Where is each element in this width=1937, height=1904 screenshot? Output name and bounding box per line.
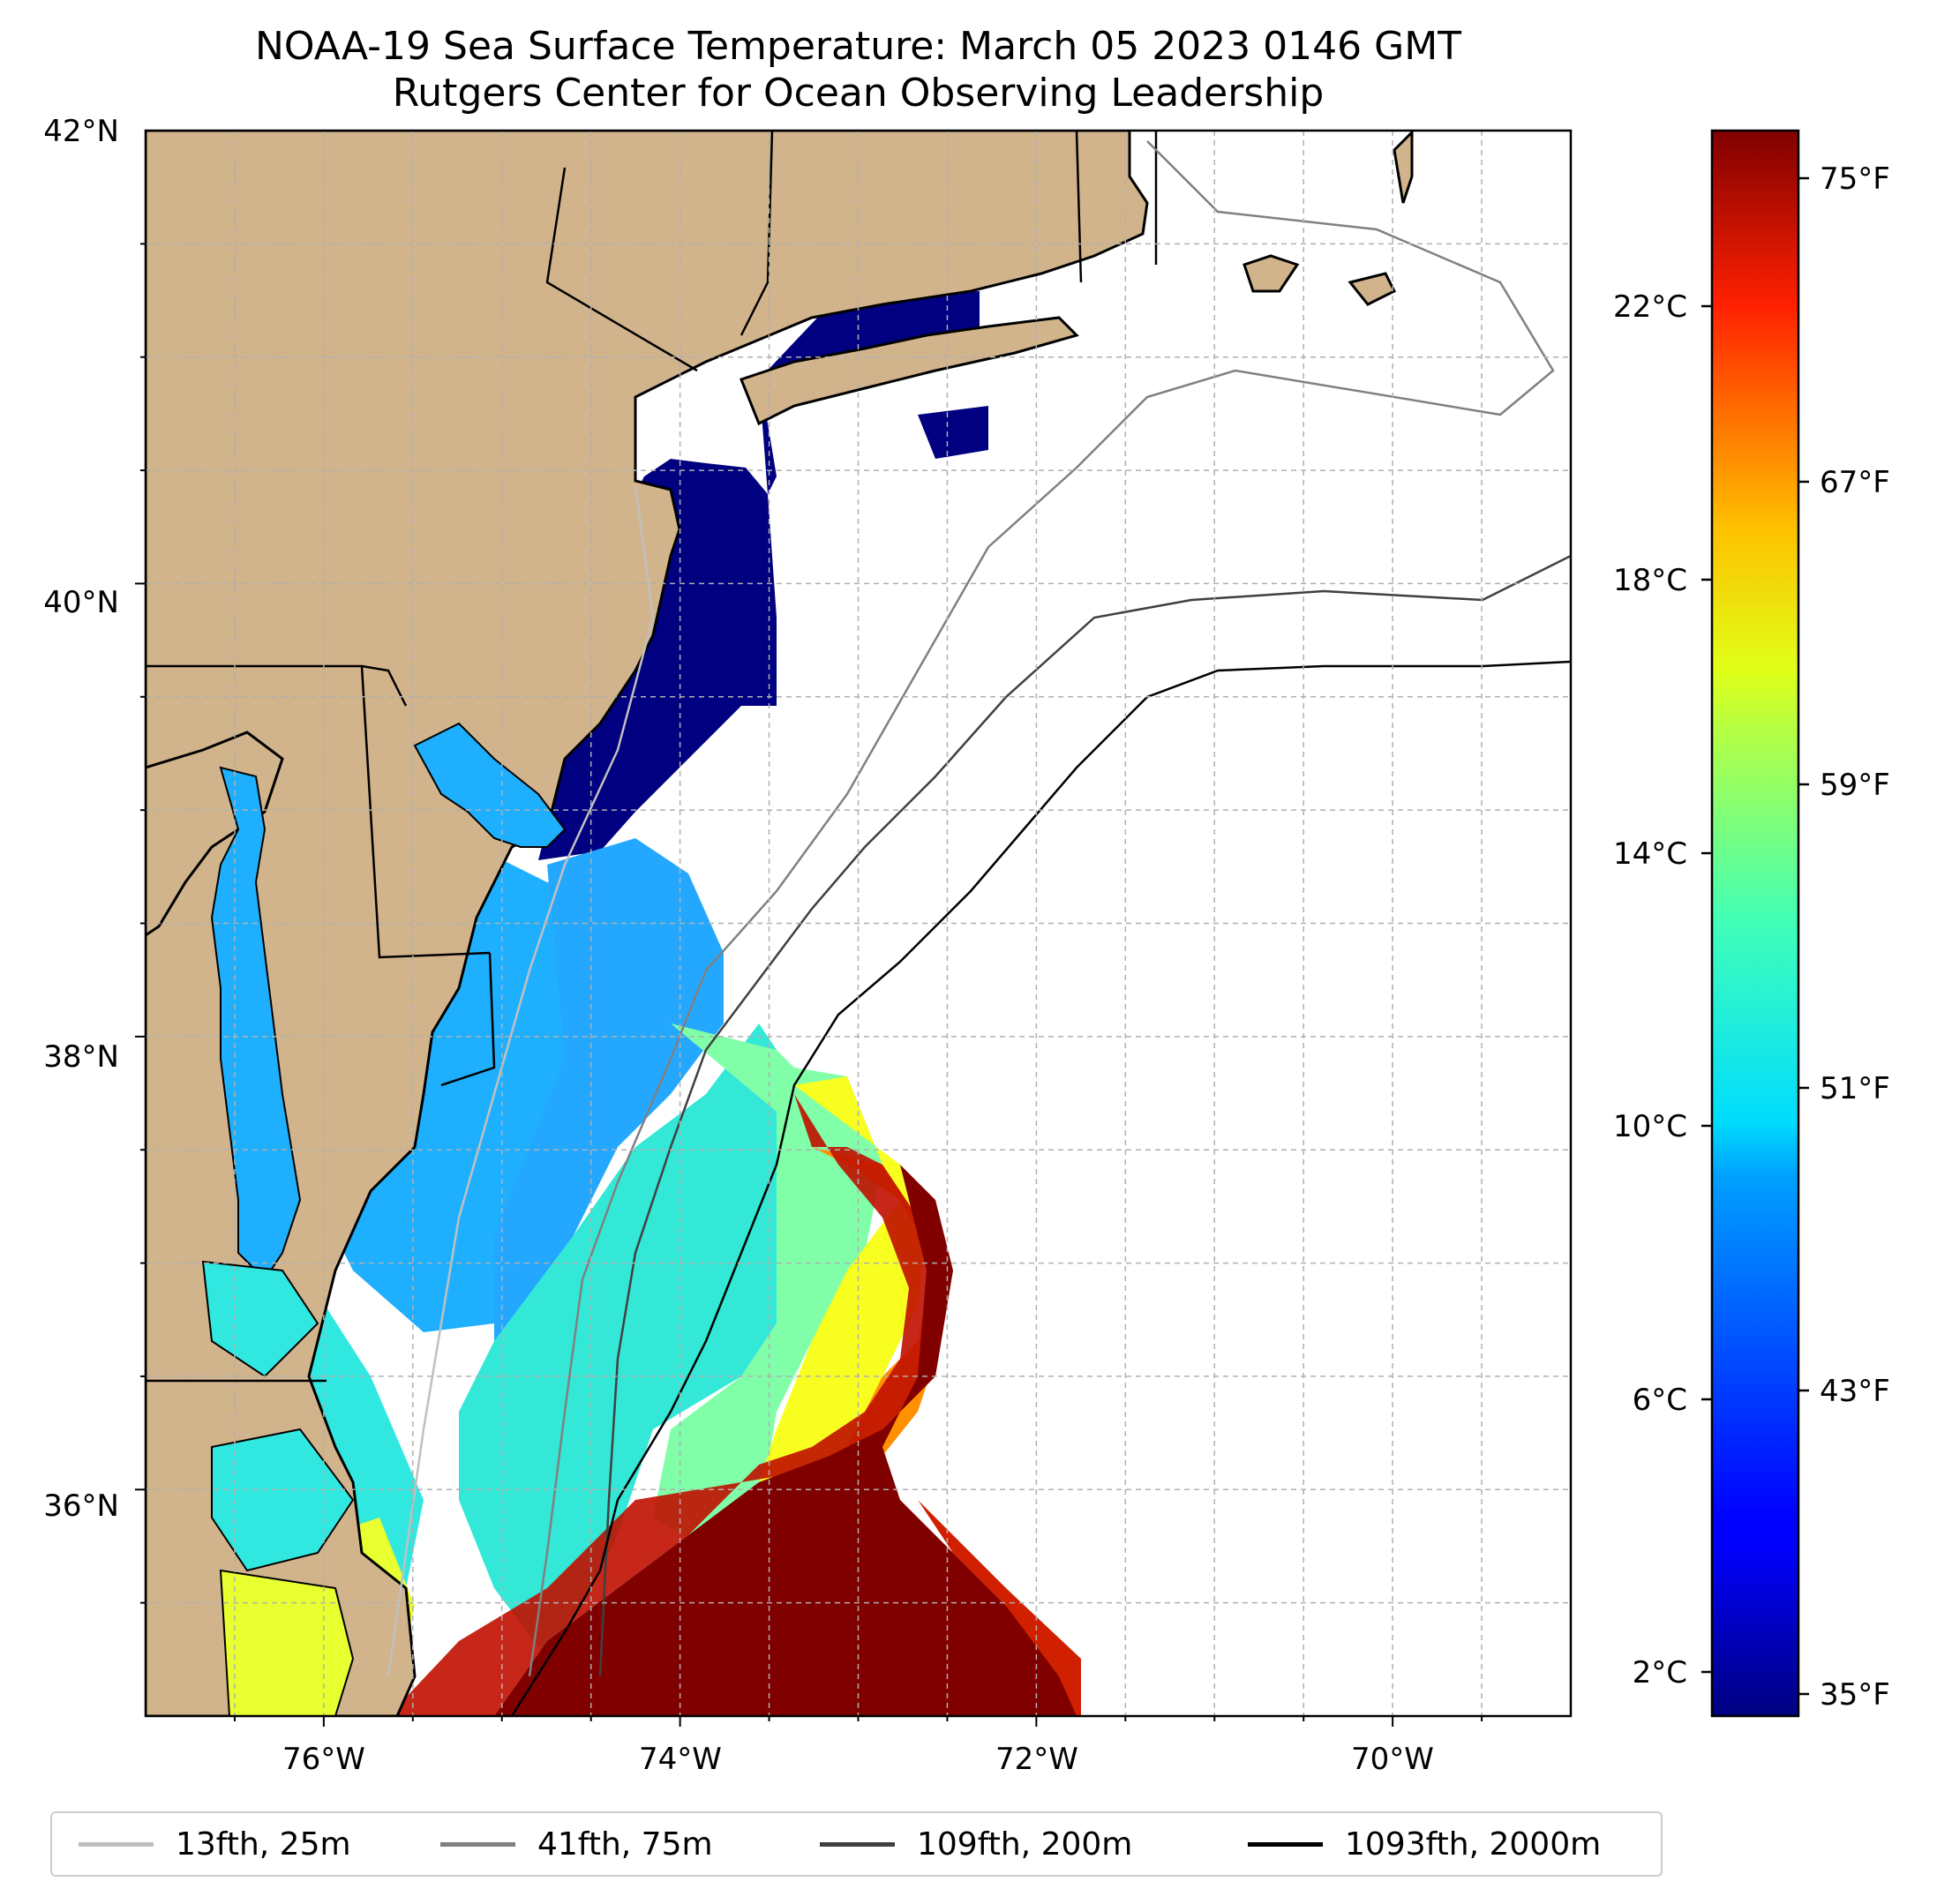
colorbar-label-22c: 22°C — [1613, 289, 1687, 325]
legend-swatch-25m — [79, 1841, 154, 1847]
lon-label-70w: 70°W — [1351, 1742, 1434, 1777]
marthas-vineyard — [1243, 254, 1300, 293]
legend-label-25m: 13fth, 25m — [176, 1825, 351, 1863]
bathymetry-contours — [387, 140, 1571, 1716]
lat-label-42n: 42°N — [43, 114, 119, 149]
sst-cold-region — [538, 291, 980, 860]
legend-swatch-75m — [440, 1841, 515, 1847]
map-title: NOAA-19 Sea Surface Temperature: March 0… — [254, 24, 1462, 69]
legend-swatch-2000m — [1248, 1841, 1323, 1847]
colorbar-label-18c: 18°C — [1613, 563, 1687, 598]
contour-75m — [528, 140, 1555, 1677]
pamlico-sound — [219, 1569, 355, 1716]
state-borders — [146, 131, 1158, 1383]
sst-shelf-green — [653, 1023, 882, 1570]
contour-25m — [387, 484, 655, 1677]
colorbar-label-43f: 43°F — [1820, 1374, 1890, 1409]
colorbar-label-14c: 14°C — [1613, 836, 1687, 872]
chesapeake-bay — [210, 766, 302, 1281]
albemarle-sound — [211, 1428, 355, 1572]
sst-gulf-stream — [494, 1165, 1077, 1716]
sst-gulf-stream-margin — [882, 1447, 1081, 1716]
colorbar-label-59f: 59°F — [1820, 768, 1890, 803]
sst-yellow-front — [759, 1076, 927, 1500]
legend-item-25m: 13fth, 25m — [79, 1813, 351, 1875]
legend-label-200m: 109fth, 200m — [917, 1825, 1133, 1863]
colorbar-label-6c: 6°C — [1633, 1383, 1687, 1418]
lon-label-74w: 74°W — [639, 1742, 722, 1777]
map-subtitle: Rutgers Center for Ocean Observing Leade… — [392, 71, 1325, 116]
colorbar-ticks — [1701, 176, 1809, 1696]
mainland — [146, 131, 1149, 1716]
lat-label-38n: 38°N — [43, 1039, 119, 1075]
colorbar-label-51f: 51°F — [1820, 1071, 1890, 1106]
long-island — [740, 316, 1079, 426]
axis-ticks — [135, 243, 1483, 1727]
delaware-bay — [413, 722, 567, 848]
legend-item-2000m: 1093fth, 2000m — [1248, 1813, 1601, 1875]
sst-shelf-blue — [494, 838, 724, 1341]
james-river — [201, 1260, 319, 1378]
map-area — [146, 131, 1571, 1716]
colorbar-label-67f: 67°F — [1820, 465, 1890, 500]
cape-cod — [1393, 131, 1414, 204]
nantucket — [1348, 272, 1397, 306]
inland-water — [201, 722, 567, 1716]
legend-label-2000m: 1093fth, 2000m — [1345, 1825, 1602, 1863]
contour-2000m — [510, 660, 1571, 1716]
lon-label-76w: 76°W — [282, 1742, 365, 1777]
lat-label-40n: 40°N — [43, 585, 119, 620]
colorbar-label-2c: 2°C — [1633, 1655, 1687, 1690]
contour-200m — [598, 554, 1571, 1677]
lat-label-36n: 36°N — [43, 1488, 119, 1524]
legend-item-200m: 109fth, 200m — [820, 1813, 1132, 1875]
colorbar — [1710, 129, 1800, 1718]
colorbar-label-35f: 35°F — [1820, 1677, 1890, 1713]
sst-shelf-cyan — [459, 1023, 794, 1659]
colorbar-label-75f: 75°F — [1820, 161, 1890, 197]
legend-item-75m: 41fth, 75m — [440, 1813, 713, 1875]
colorbar-label-10c: 10°C — [1613, 1109, 1687, 1144]
legend-swatch-200m — [820, 1841, 895, 1847]
bathymetry-legend: 13fth, 25m 41fth, 75m 109fth, 200m 1093f… — [50, 1811, 1663, 1877]
map-gridlines — [146, 131, 1571, 1716]
sst-cold-patch — [918, 406, 988, 459]
legend-label-75m: 41fth, 75m — [537, 1825, 713, 1863]
lon-label-72w: 72°W — [995, 1742, 1078, 1777]
